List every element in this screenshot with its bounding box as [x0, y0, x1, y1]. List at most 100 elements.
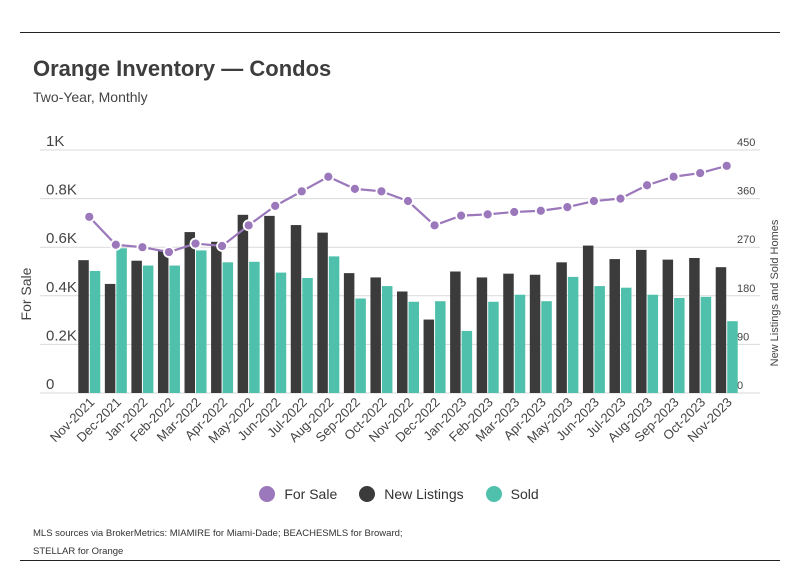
bar-sold — [435, 301, 446, 393]
bar-new-listings — [131, 260, 142, 393]
bar-sold — [594, 286, 605, 393]
bar-sold — [142, 265, 154, 393]
bar-sold — [116, 248, 127, 393]
y-left-axis-title: For Sale — [18, 267, 34, 320]
bar-sold — [727, 321, 738, 393]
chart-title: Orange Inventory — Condos — [33, 56, 332, 81]
point-for-sale — [561, 201, 574, 214]
point-for-sale — [534, 204, 547, 217]
legend-item-sold[interactable]: Sold — [485, 486, 539, 502]
bar-new-listings — [104, 283, 116, 393]
point-for-sale — [614, 192, 627, 205]
bar-sold — [89, 270, 101, 393]
bar-new-listings — [582, 245, 594, 393]
bar-new-listings — [423, 319, 435, 393]
y-left-tick-label: 0 — [46, 376, 54, 393]
point-for-sale — [720, 159, 733, 172]
bar-new-listings — [370, 277, 381, 393]
legend-swatch-for-sale — [259, 486, 276, 502]
bar-new-listings — [715, 267, 727, 393]
bottom-rule — [20, 560, 780, 561]
bar-new-listings — [343, 273, 355, 393]
source-note-line-1: MLS sources via BrokerMetrics: MIAMIRE f… — [33, 528, 403, 539]
legend-label-new-listings: New Listings — [384, 486, 464, 502]
point-for-sale — [269, 199, 282, 212]
bar-sold — [169, 265, 180, 393]
bar-sold — [196, 250, 207, 393]
point-for-sale — [641, 179, 653, 192]
bar-sold — [620, 287, 632, 393]
bar-sold — [328, 256, 340, 393]
bar-new-listings — [556, 262, 567, 393]
bar-sold — [541, 301, 552, 393]
legend-label-sold: Sold — [510, 486, 539, 502]
bar-new-listings — [317, 232, 328, 393]
y-right-axis-title: New Listings and Sold Homes — [769, 219, 781, 366]
point-for-sale — [375, 185, 388, 198]
bar-new-listings — [290, 225, 302, 393]
legend-item-new-listings[interactable]: New Listings — [359, 486, 464, 502]
y-right-tick-label: 360 — [737, 186, 755, 198]
bar-new-listings — [636, 249, 647, 393]
point-for-sale — [694, 167, 707, 179]
point-for-sale — [322, 170, 335, 183]
point-for-sale — [428, 219, 441, 232]
bar-new-listings — [397, 291, 408, 393]
bar-sold — [222, 262, 234, 393]
point-for-sale — [588, 195, 600, 207]
bar-sold — [302, 277, 313, 393]
y-right-tick-label: 0 — [737, 380, 743, 392]
legend-item-for-sale[interactable]: For Sale — [259, 486, 337, 502]
point-for-sale — [109, 238, 122, 251]
bar-sold — [488, 301, 499, 393]
bar-sold — [514, 294, 526, 393]
point-for-sale — [402, 195, 414, 207]
bar-sold — [461, 330, 473, 393]
point-for-sale — [348, 182, 361, 195]
bar-new-listings — [264, 215, 275, 393]
y-left-tick-label: 1K — [46, 133, 64, 150]
y-left-tick-label: 0.2K — [46, 327, 77, 344]
legend-swatch-new-listings — [359, 486, 376, 502]
point-for-sale — [481, 208, 494, 221]
bar-new-listings — [157, 249, 169, 393]
point-for-sale — [136, 241, 149, 254]
y-right-tick-label: 270 — [737, 234, 755, 246]
bar-sold — [700, 296, 712, 393]
legend: For Sale New Listings Sold — [0, 486, 798, 502]
bar-new-listings — [503, 273, 514, 393]
legend-label-for-sale: For Sale — [284, 486, 338, 502]
point-for-sale — [508, 206, 521, 218]
bar-new-listings — [609, 259, 620, 393]
y-left-tick-label: 0.4K — [46, 279, 77, 296]
legend-swatch-sold — [485, 486, 502, 502]
point-for-sale — [83, 210, 96, 223]
bar-sold — [408, 301, 419, 393]
bar-new-listings — [662, 259, 674, 393]
bar-new-listings — [689, 258, 700, 393]
chart-subtitle: Two-Year, Monthly — [33, 89, 148, 105]
point-for-sale — [189, 237, 202, 250]
y-left-tick-label: 0.8K — [46, 182, 77, 199]
point-for-sale — [216, 240, 228, 252]
point-for-sale — [295, 185, 308, 198]
source-note-line-2: STELLAR for Orange — [33, 546, 124, 557]
bar-new-listings — [529, 274, 541, 393]
y-right-tick-label: 180 — [737, 283, 755, 295]
bar-new-listings — [237, 214, 249, 393]
bar-sold — [674, 297, 685, 393]
bar-new-listings — [184, 232, 196, 393]
y-right-tick-label: 90 — [737, 331, 749, 343]
bar-new-listings — [211, 241, 222, 393]
point-for-sale — [163, 246, 175, 258]
bar-sold — [381, 286, 393, 393]
y-right-tick-label: 450 — [737, 137, 755, 149]
bar-sold — [647, 294, 659, 393]
bar-sold — [275, 272, 287, 393]
point-for-sale — [242, 219, 255, 232]
bar-new-listings — [476, 277, 488, 393]
bar-sold — [249, 261, 260, 393]
bar-new-listings — [450, 271, 461, 393]
bar-sold — [567, 276, 579, 393]
